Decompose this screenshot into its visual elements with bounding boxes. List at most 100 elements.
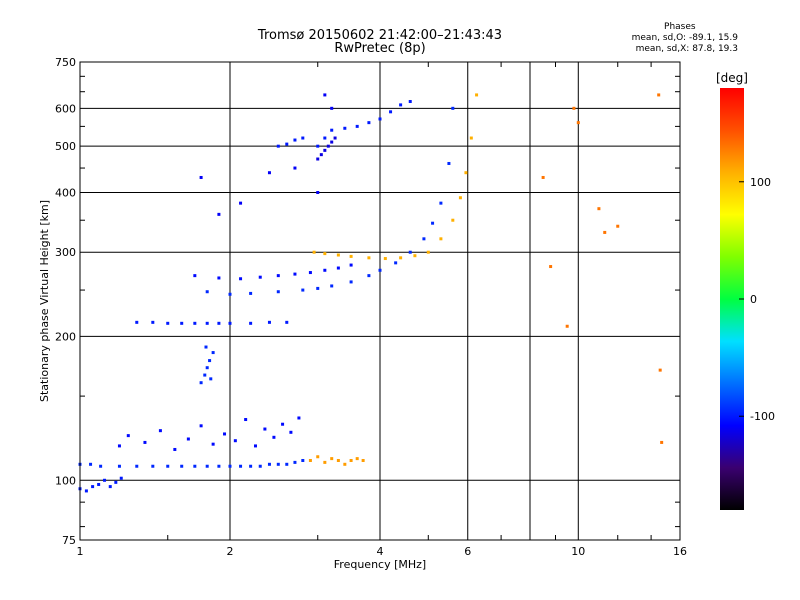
data-point (193, 464, 197, 468)
data-point (166, 464, 170, 468)
data-point (211, 442, 215, 446)
data-point (422, 237, 426, 241)
data-point (378, 117, 382, 121)
data-point (408, 250, 412, 254)
data-point (205, 464, 209, 468)
y-tick-label: 75 (62, 534, 76, 547)
colorbar-tick-label: 0 (750, 293, 757, 306)
grid-lines (80, 62, 680, 540)
data-point (239, 464, 243, 468)
chart-subtitle: RwPretec (8p) (334, 41, 426, 56)
data-point (413, 254, 417, 258)
data-point (330, 284, 334, 288)
data-point (408, 100, 412, 104)
data-point (336, 458, 340, 462)
data-point (228, 321, 232, 325)
data-point (431, 221, 435, 225)
data-point (367, 121, 371, 125)
data-point (343, 126, 347, 130)
data-point (616, 224, 620, 228)
data-point (367, 274, 371, 278)
data-point (458, 196, 462, 200)
data-point (114, 480, 118, 484)
axis-ticks: 1 2 4 6 10 16 75 100 200 300 400 500 600 750 (55, 56, 687, 558)
colorbar-tick-label: -100 (750, 410, 775, 423)
data-point (223, 432, 227, 436)
data-point (276, 462, 280, 466)
data-point (336, 253, 340, 257)
data-point (205, 290, 209, 294)
data-point (285, 320, 289, 324)
data-point (199, 424, 203, 428)
data-point (312, 250, 316, 254)
data-point (249, 464, 253, 468)
data-point (180, 321, 184, 325)
data-point (249, 291, 253, 295)
data-point (293, 166, 297, 170)
data-point (326, 144, 330, 148)
data-point (323, 460, 327, 464)
data-point (541, 175, 545, 179)
data-point (267, 171, 271, 175)
data-point (316, 190, 320, 194)
data-point (464, 171, 468, 175)
data-point (378, 268, 382, 272)
data-point (383, 257, 387, 261)
data-point (330, 128, 334, 132)
data-point (301, 136, 305, 140)
stats-header: Phases (664, 22, 696, 32)
data-point (285, 462, 289, 466)
data-point (451, 218, 455, 222)
x-axis-label: Frequency [MHz] (334, 558, 426, 571)
data-point (447, 161, 451, 165)
data-point (660, 440, 664, 444)
data-point (199, 381, 203, 385)
data-point (469, 136, 473, 140)
data-point (217, 464, 221, 468)
data-point (108, 485, 112, 489)
colorbar-label: [deg] (716, 71, 748, 85)
data-point (316, 157, 320, 161)
data-point (399, 103, 403, 107)
data-point (565, 324, 569, 328)
stats-x-line: mean, sd,X: 87.8, 19.3 (635, 44, 738, 54)
y-tick-label: 200 (55, 330, 76, 343)
data-point (439, 237, 443, 241)
data-point (119, 476, 123, 480)
data-point (117, 464, 121, 468)
data-point (143, 440, 147, 444)
data-point (289, 430, 293, 434)
y-tick-label: 400 (55, 186, 76, 199)
data-point (597, 207, 601, 211)
data-point (151, 464, 155, 468)
x-tick-label: 10 (571, 545, 585, 558)
data-point (349, 458, 353, 462)
data-point (349, 263, 353, 267)
data-point (208, 359, 212, 363)
data-point (84, 489, 88, 493)
data-point (244, 418, 248, 422)
data-point (204, 345, 208, 349)
data-point (285, 142, 289, 146)
data-point (205, 321, 209, 325)
colorbar-tick-label: 100 (750, 176, 771, 189)
data-point (276, 274, 280, 278)
data-point (228, 292, 232, 296)
data-point (336, 266, 340, 270)
data-point (193, 274, 197, 278)
data-point (135, 320, 139, 324)
x-tick-label: 2 (227, 545, 234, 558)
data-point (103, 478, 107, 482)
data-point (323, 268, 327, 272)
data-point (439, 201, 443, 205)
data-point (349, 280, 353, 284)
data-point (319, 153, 323, 157)
data-point (576, 121, 580, 125)
data-point (193, 321, 197, 325)
data-point (603, 230, 607, 234)
data-point (199, 175, 203, 179)
data-point (323, 148, 327, 152)
stats-o-line: mean, sd,O: -89.1, 15.9 (631, 33, 738, 43)
data-point (158, 429, 162, 433)
